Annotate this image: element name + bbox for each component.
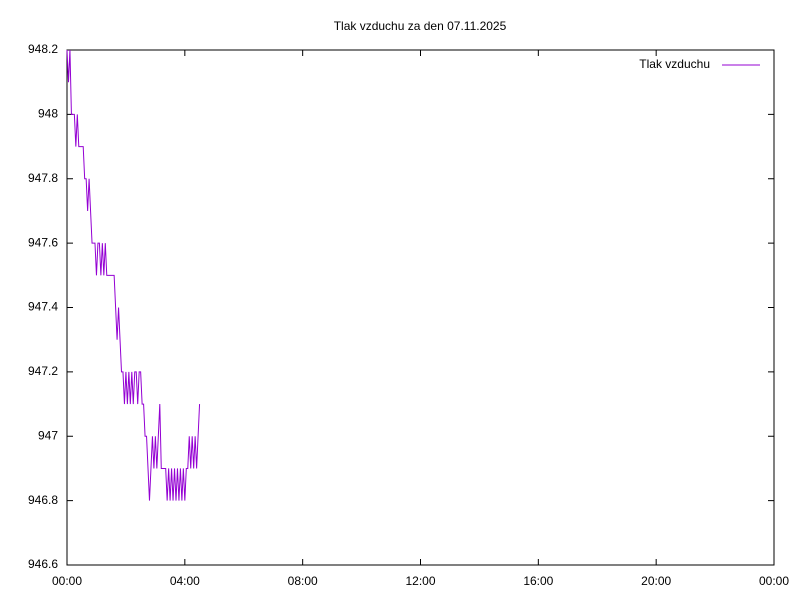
y-tick-label: 948.2 [28,42,58,56]
x-tick-label: 20:00 [641,574,671,588]
y-tick-label: 947.2 [28,364,58,378]
x-tick-label: 16:00 [523,574,553,588]
x-tick-label: 00:00 [759,574,789,588]
legend-label: Tlak vzduchu [639,57,710,71]
chart-title: Tlak vzduchu za den 07.11.2025 [334,19,507,33]
y-tick-label: 947 [38,428,58,442]
x-tick-label: 04:00 [170,574,200,588]
x-tick-label: 00:00 [52,574,82,588]
y-tick-label: 946.8 [28,493,58,507]
y-tick-label: 947.4 [28,300,58,314]
y-tick-label: 946.6 [28,557,58,571]
y-tick-label: 948 [38,107,58,121]
x-tick-label: 08:00 [288,574,318,588]
y-tick-label: 947.6 [28,235,58,249]
y-tick-label: 947.8 [28,171,58,185]
data-line [66,49,201,501]
x-tick-label: 12:00 [405,574,435,588]
